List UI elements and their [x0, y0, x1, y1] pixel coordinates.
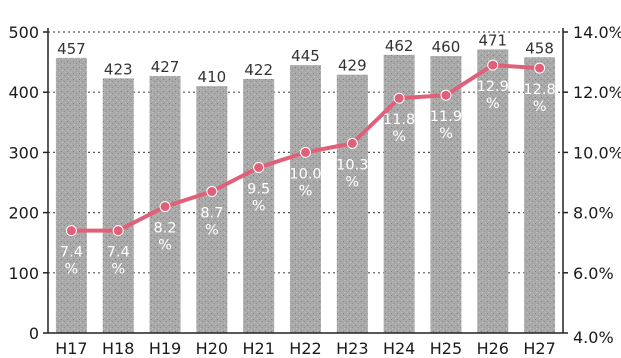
x-tick-label: H18 — [102, 339, 134, 358]
left-tick-label: 300 — [8, 143, 39, 162]
bar — [430, 56, 462, 334]
x-tick-label: H24 — [383, 339, 415, 358]
bar — [524, 57, 556, 334]
rate-label: 12.8% — [523, 82, 555, 115]
rate-point — [253, 161, 265, 173]
bar-value-label: 427 — [151, 58, 180, 76]
rate-label: 8.2% — [154, 221, 177, 254]
right-tick-label: 12.0% — [573, 83, 621, 102]
bar — [243, 78, 275, 334]
left-tick-label: 200 — [8, 204, 39, 223]
rate-point — [206, 186, 218, 198]
rate-point — [112, 225, 124, 237]
bar-value-label: 429 — [338, 57, 367, 75]
rate-label: 10.0% — [289, 166, 321, 199]
x-tick-label: H27 — [523, 339, 555, 358]
x-tick-label: H23 — [336, 339, 368, 358]
rate-label: 8.7% — [200, 206, 223, 239]
rate-label: 7.4% — [107, 245, 130, 278]
bar-value-label: 457 — [57, 40, 86, 58]
rate-label: 11.9% — [430, 109, 462, 142]
x-tick-label: H22 — [289, 339, 321, 358]
bar — [102, 78, 134, 333]
rate-label: 9.5% — [247, 181, 270, 214]
left-tick-label: 500 — [8, 23, 39, 42]
bar-value-label: 458 — [525, 39, 554, 57]
bar-value-label: 462 — [385, 37, 414, 55]
rate-point — [534, 62, 546, 74]
bar-value-label: 445 — [291, 47, 320, 65]
x-tick-label: H19 — [149, 339, 181, 358]
bar — [477, 49, 509, 333]
bar-value-label: 423 — [104, 60, 133, 78]
right-tick-label: 10.0% — [573, 143, 621, 162]
left-tick-label: 0 — [29, 324, 39, 343]
x-tick-label: H20 — [196, 339, 228, 358]
x-tick-label: H25 — [430, 339, 462, 358]
rate-label: 7.4% — [60, 245, 83, 278]
rate-label: 11.8% — [383, 112, 415, 145]
bar-value-label: 410 — [198, 68, 227, 86]
bar-value-label: 460 — [432, 38, 461, 56]
right-tick-label: 6.0% — [573, 264, 614, 283]
right-tick-label: 4.0% — [573, 328, 614, 347]
bar-value-label: 422 — [244, 61, 273, 79]
rate-label: 12.9% — [477, 79, 509, 112]
bar — [290, 65, 321, 334]
x-tick-label: H21 — [242, 339, 274, 358]
left-tick-label: 400 — [8, 83, 39, 102]
rate-label: 10.3% — [336, 157, 368, 190]
rate-point — [440, 89, 452, 101]
bar — [336, 74, 368, 333]
rate-point — [159, 201, 171, 213]
rate-point — [65, 225, 77, 237]
x-tick-label: H26 — [477, 339, 509, 358]
right-tick-label: 8.0% — [573, 204, 614, 223]
rate-point — [346, 137, 358, 149]
bar-value-label: 471 — [478, 31, 507, 49]
bar — [196, 86, 228, 334]
x-tick-label: H17 — [55, 339, 87, 358]
right-tick-label: 14.0% — [573, 23, 621, 42]
rate-point — [393, 92, 405, 104]
left-tick-label: 100 — [8, 264, 39, 283]
bar — [55, 57, 87, 334]
rate-point — [300, 146, 311, 158]
rate-point — [487, 59, 499, 71]
